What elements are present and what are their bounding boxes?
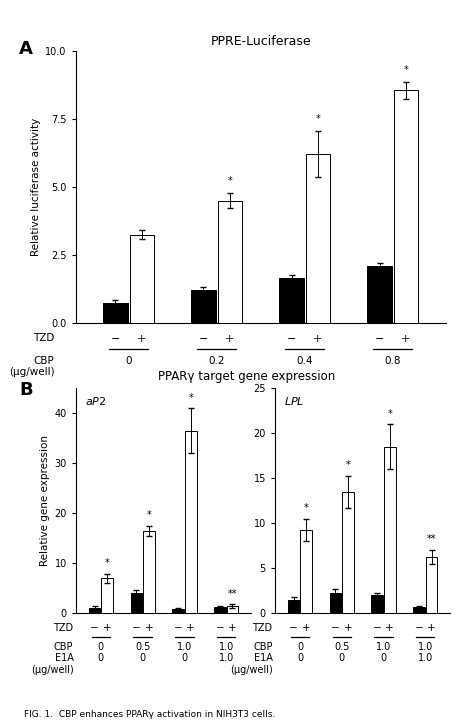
Text: −: − bbox=[90, 623, 99, 633]
Bar bbox=[384, 447, 396, 613]
Text: −: − bbox=[111, 334, 120, 344]
Text: +: + bbox=[302, 623, 310, 633]
Bar bbox=[413, 607, 425, 613]
Text: $LPL$: $LPL$ bbox=[283, 395, 304, 407]
Text: (μg/well): (μg/well) bbox=[230, 665, 273, 675]
Bar bbox=[101, 579, 113, 613]
Text: −: − bbox=[287, 334, 296, 344]
Text: +: + bbox=[186, 623, 195, 633]
Text: 0: 0 bbox=[338, 653, 345, 664]
Bar bbox=[89, 608, 100, 613]
Text: FIG. 1.  CBP enhances PPARγ activation in NIH3T3 cells.: FIG. 1. CBP enhances PPARγ activation in… bbox=[24, 710, 275, 719]
Bar bbox=[218, 200, 242, 323]
Text: **: ** bbox=[228, 589, 237, 599]
Y-axis label: Relative luciferase activity: Relative luciferase activity bbox=[31, 118, 41, 256]
Bar bbox=[393, 90, 418, 323]
Text: *: * bbox=[105, 558, 109, 568]
Text: −: − bbox=[132, 623, 141, 633]
Text: +: + bbox=[103, 623, 111, 633]
Text: **: ** bbox=[427, 534, 436, 544]
Text: −: − bbox=[375, 334, 384, 344]
Text: CBP: CBP bbox=[54, 642, 73, 652]
Text: 1.0: 1.0 bbox=[418, 653, 433, 664]
Text: 0: 0 bbox=[182, 653, 188, 664]
Text: 1.0: 1.0 bbox=[219, 653, 234, 664]
Text: +: + bbox=[145, 623, 153, 633]
Bar bbox=[279, 278, 304, 323]
Text: 0: 0 bbox=[139, 653, 146, 664]
Bar bbox=[214, 608, 226, 613]
Text: 0: 0 bbox=[98, 642, 104, 652]
Text: TZD: TZD bbox=[253, 623, 273, 633]
Text: 1.0: 1.0 bbox=[177, 642, 192, 652]
Text: −: − bbox=[331, 623, 340, 633]
Title: PPRE-Luciferase: PPRE-Luciferase bbox=[210, 36, 311, 48]
Text: −: − bbox=[216, 623, 224, 633]
Bar bbox=[129, 234, 154, 323]
Text: 0.4: 0.4 bbox=[296, 356, 313, 366]
Bar bbox=[301, 530, 312, 613]
Text: 1.0: 1.0 bbox=[418, 642, 433, 652]
Text: +: + bbox=[401, 334, 410, 344]
Text: *: * bbox=[387, 409, 392, 419]
Text: −: − bbox=[373, 623, 382, 633]
Text: *: * bbox=[146, 510, 151, 521]
Text: 0.8: 0.8 bbox=[384, 356, 401, 366]
Text: B: B bbox=[19, 381, 33, 399]
Text: +: + bbox=[137, 334, 146, 344]
Text: *: * bbox=[346, 460, 350, 470]
Text: (μg/well): (μg/well) bbox=[31, 665, 73, 675]
Text: $aP2$: $aP2$ bbox=[84, 395, 106, 407]
Text: +: + bbox=[427, 623, 436, 633]
Text: A: A bbox=[19, 40, 33, 58]
Text: 1.0: 1.0 bbox=[376, 642, 391, 652]
Text: CBP: CBP bbox=[34, 356, 55, 366]
Text: 0: 0 bbox=[126, 356, 132, 366]
Text: +: + bbox=[344, 623, 352, 633]
Bar bbox=[103, 303, 128, 323]
Bar bbox=[172, 609, 184, 613]
Text: 0: 0 bbox=[381, 653, 387, 664]
Text: −: − bbox=[415, 623, 423, 633]
Text: −: − bbox=[289, 623, 298, 633]
Bar bbox=[342, 492, 354, 613]
Bar bbox=[367, 266, 392, 323]
Text: E1A: E1A bbox=[254, 653, 273, 664]
Text: PPARγ target gene expression: PPARγ target gene expression bbox=[158, 370, 335, 383]
Bar bbox=[191, 290, 216, 323]
Bar bbox=[143, 531, 155, 613]
Text: *: * bbox=[316, 114, 320, 124]
Text: CBP: CBP bbox=[253, 642, 273, 652]
Text: *: * bbox=[304, 503, 309, 513]
Bar bbox=[306, 154, 330, 323]
Bar bbox=[371, 595, 383, 613]
Text: 1.0: 1.0 bbox=[219, 642, 234, 652]
Text: 0.5: 0.5 bbox=[135, 642, 150, 652]
Bar bbox=[329, 592, 341, 613]
Text: 0: 0 bbox=[297, 642, 303, 652]
Text: +: + bbox=[385, 623, 394, 633]
Text: 0.2: 0.2 bbox=[209, 356, 225, 366]
Text: *: * bbox=[228, 176, 232, 186]
Text: −: − bbox=[199, 334, 208, 344]
Text: +: + bbox=[228, 623, 237, 633]
Text: +: + bbox=[313, 334, 323, 344]
Text: *: * bbox=[403, 65, 408, 75]
Bar bbox=[130, 593, 142, 613]
Text: 0: 0 bbox=[297, 653, 303, 664]
Text: TZD: TZD bbox=[54, 623, 73, 633]
Bar bbox=[227, 606, 238, 613]
Text: (μg/well): (μg/well) bbox=[9, 367, 55, 378]
Bar bbox=[288, 600, 300, 613]
Text: E1A: E1A bbox=[55, 653, 73, 664]
Text: −: − bbox=[174, 623, 182, 633]
Y-axis label: Relative gene expression: Relative gene expression bbox=[40, 436, 50, 566]
Text: +: + bbox=[225, 334, 235, 344]
Text: 0: 0 bbox=[98, 653, 104, 664]
Text: *: * bbox=[188, 393, 193, 403]
Text: 0.5: 0.5 bbox=[334, 642, 349, 652]
Text: TZD: TZD bbox=[33, 333, 55, 343]
Bar bbox=[185, 431, 197, 613]
Bar bbox=[426, 557, 438, 613]
